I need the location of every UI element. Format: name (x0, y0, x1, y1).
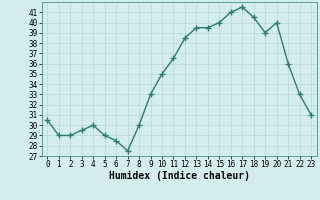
X-axis label: Humidex (Indice chaleur): Humidex (Indice chaleur) (109, 171, 250, 181)
